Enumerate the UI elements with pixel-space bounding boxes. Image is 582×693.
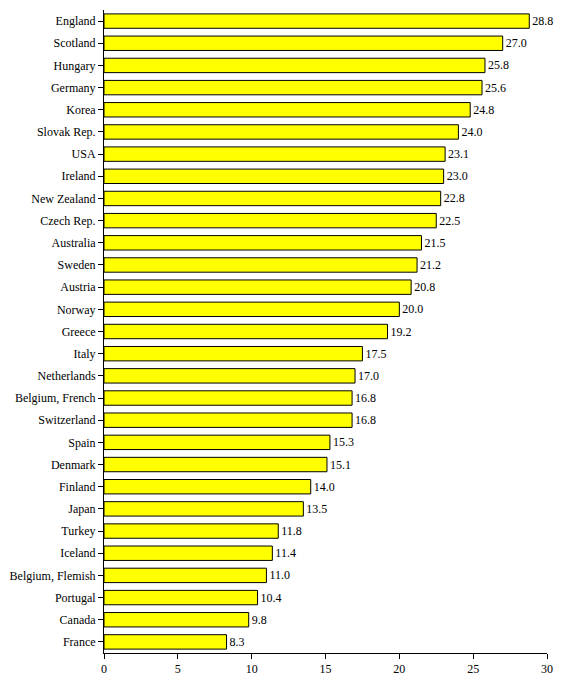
svg-text:24.8: 24.8 [473, 103, 494, 117]
svg-text:Canada: Canada [60, 613, 97, 627]
svg-text:11.0: 11.0 [269, 568, 290, 582]
svg-text:Netherlands: Netherlands [38, 369, 96, 383]
svg-text:17.0: 17.0 [358, 369, 379, 383]
svg-text:Finland: Finland [59, 480, 96, 494]
svg-text:USA: USA [72, 147, 96, 161]
svg-text:Switzerland: Switzerland [38, 413, 95, 427]
svg-text:17.5: 17.5 [365, 347, 386, 361]
svg-text:0: 0 [101, 662, 107, 676]
svg-text:8.3: 8.3 [230, 635, 245, 649]
svg-text:25: 25 [467, 662, 479, 676]
svg-text:22.8: 22.8 [444, 191, 465, 205]
svg-text:25.6: 25.6 [485, 81, 506, 95]
svg-text:25.8: 25.8 [488, 58, 509, 72]
svg-text:23.0: 23.0 [447, 169, 468, 183]
svg-text:15.1: 15.1 [330, 458, 351, 472]
svg-text:Germany: Germany [51, 81, 96, 95]
svg-text:11.4: 11.4 [275, 546, 296, 560]
svg-text:New Zealand: New Zealand [31, 192, 95, 206]
svg-text:Portugal: Portugal [55, 591, 96, 605]
svg-text:Denmark: Denmark [51, 458, 96, 472]
svg-text:20.8: 20.8 [414, 280, 435, 294]
svg-text:Korea: Korea [66, 103, 96, 117]
svg-text:Iceland: Iceland [60, 546, 95, 560]
svg-text:Sweden: Sweden [58, 258, 96, 272]
svg-text:Belgium, French: Belgium, French [15, 391, 96, 405]
svg-text:France: France [63, 635, 96, 649]
svg-text:Turkey: Turkey [61, 524, 95, 538]
svg-text:Norway: Norway [57, 303, 96, 317]
svg-text:15.3: 15.3 [333, 435, 354, 449]
svg-text:21.5: 21.5 [424, 236, 445, 250]
svg-text:Italy: Italy [74, 347, 96, 361]
svg-text:9.8: 9.8 [252, 613, 267, 627]
svg-text:15: 15 [320, 662, 332, 676]
svg-text:Slovak Rep.: Slovak Rep. [37, 125, 96, 139]
svg-text:Scotland: Scotland [54, 36, 96, 50]
svg-text:16.8: 16.8 [355, 391, 376, 405]
svg-text:19.2: 19.2 [391, 325, 412, 339]
svg-text:Australia: Australia [52, 236, 97, 250]
svg-text:16.8: 16.8 [355, 413, 376, 427]
svg-text:23.1: 23.1 [448, 147, 469, 161]
svg-text:Spain: Spain [68, 436, 95, 450]
svg-text:30: 30 [541, 662, 553, 676]
svg-text:11.8: 11.8 [281, 524, 302, 538]
svg-text:27.0: 27.0 [506, 36, 527, 50]
svg-text:14.0: 14.0 [314, 480, 335, 494]
svg-text:10: 10 [246, 662, 258, 676]
svg-text:21.2: 21.2 [420, 258, 441, 272]
svg-text:Ireland: Ireland [62, 169, 96, 183]
svg-text:22.5: 22.5 [439, 214, 460, 228]
svg-text:28.8: 28.8 [532, 14, 553, 28]
svg-text:Japan: Japan [68, 502, 95, 516]
svg-text:Czech Rep.: Czech Rep. [40, 214, 95, 228]
svg-text:Belgium, Flemish: Belgium, Flemish [10, 569, 96, 583]
svg-text:England: England [56, 14, 96, 28]
svg-text:Hungary: Hungary [54, 59, 96, 73]
svg-text:20: 20 [393, 662, 405, 676]
svg-text:Austria: Austria [60, 280, 96, 294]
svg-text:20.0: 20.0 [402, 302, 423, 316]
svg-text:10.4: 10.4 [261, 591, 282, 605]
svg-text:13.5: 13.5 [306, 502, 327, 516]
svg-text:5: 5 [175, 662, 181, 676]
svg-text:Greece: Greece [62, 325, 96, 339]
svg-text:24.0: 24.0 [461, 125, 482, 139]
